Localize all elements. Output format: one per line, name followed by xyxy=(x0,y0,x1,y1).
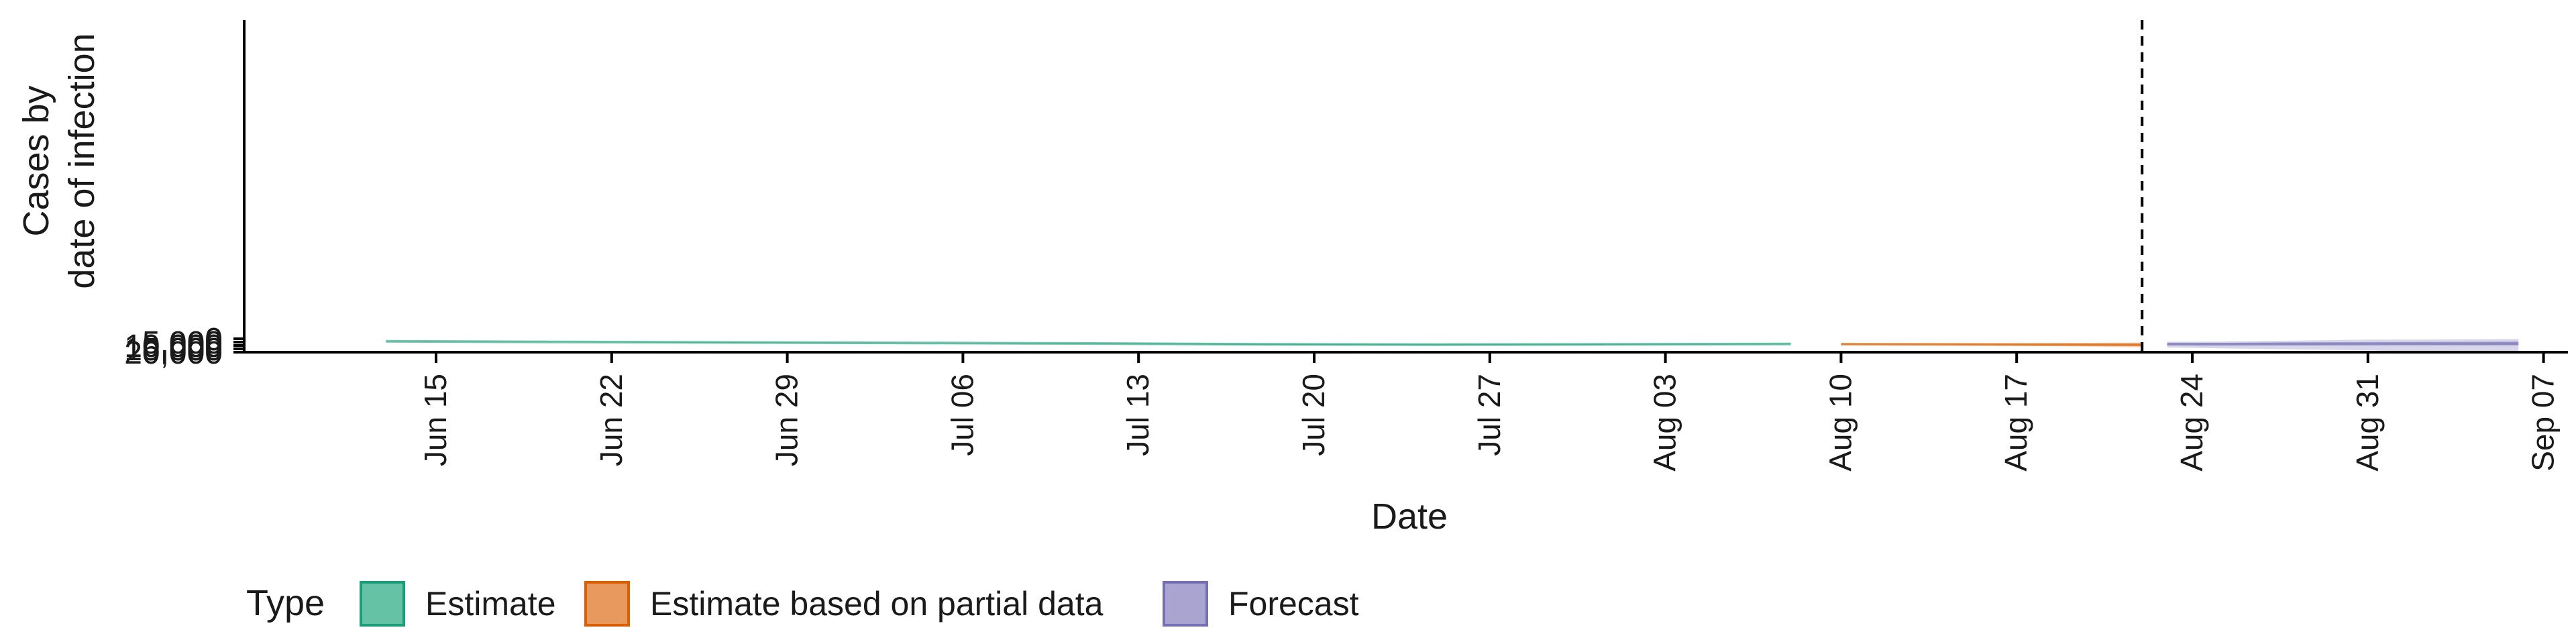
x-tick-label: Jun 22 xyxy=(594,374,629,466)
x-tick-label: Aug 31 xyxy=(2350,374,2385,472)
x-tick-label: Jul 20 xyxy=(1296,374,1331,456)
x-tick-label: Jul 06 xyxy=(945,374,979,456)
y-tick-label: 20,000 xyxy=(124,335,223,371)
y-axis-title-line-2: date of infection xyxy=(62,33,102,288)
y-tick-label: 0 xyxy=(205,322,223,358)
x-tick-label: Jun 15 xyxy=(418,374,453,466)
legend-key xyxy=(360,581,405,627)
legend-label: Forecast xyxy=(1228,585,1359,623)
legend-label: Estimate xyxy=(425,585,556,623)
legend-key xyxy=(1163,581,1208,627)
median-line xyxy=(1841,343,2143,346)
x-tick-label: Aug 24 xyxy=(2174,374,2209,472)
legend-title: Type xyxy=(246,583,325,623)
x-tick-label: Aug 10 xyxy=(1823,374,1858,472)
x-tick-label: Aug 03 xyxy=(1648,374,1682,472)
y-axis-title-line-1: Cases by xyxy=(16,85,56,236)
median-line xyxy=(386,339,1791,346)
x-axis-title: Date xyxy=(1371,496,1448,537)
median-line xyxy=(2167,342,2519,346)
x-tick-label: Jul 27 xyxy=(1472,374,1507,456)
x-tick-label: Aug 17 xyxy=(1998,374,2033,472)
x-tick-label: Sep 07 xyxy=(2526,374,2561,472)
x-tick-label: Jun 29 xyxy=(769,374,804,466)
legend: Type Estimate Estimate based on partial da… xyxy=(246,581,1359,627)
y-tick-label: 15,000 xyxy=(124,332,223,368)
y-tick-label: 10,000 xyxy=(124,329,223,364)
legend-key xyxy=(584,581,630,627)
ribbon-layer xyxy=(386,339,2519,354)
x-tick-label: Jul 13 xyxy=(1120,374,1155,456)
legend-label: Estimate based on partial data xyxy=(650,585,1104,623)
y-tick-label: 5,000 xyxy=(142,325,223,361)
